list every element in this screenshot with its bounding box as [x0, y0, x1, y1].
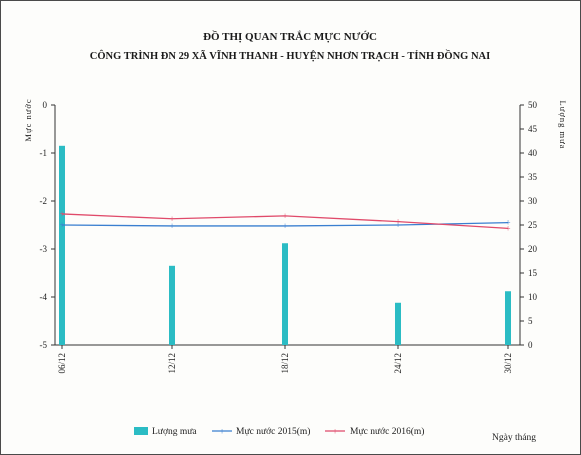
- rainfall-bar: [505, 291, 511, 345]
- x-tick-label: 24/12: [393, 353, 403, 374]
- x-axis-label: Ngày tháng: [492, 433, 536, 443]
- series-point-0: +: [59, 220, 64, 230]
- series-line-1: [61, 213, 509, 230]
- x-tick-label: 12/12: [167, 353, 177, 374]
- rainfall-bar: [59, 145, 65, 345]
- legend-marker-2015: +: [219, 427, 224, 437]
- y-right-tick-label: 45: [528, 124, 538, 134]
- series-point-1: +: [282, 211, 287, 221]
- y-right-axis-label: Lượng mưa: [558, 101, 568, 150]
- y-left-tick-label: -1: [40, 148, 48, 158]
- legend-label-2015: Mực nước 2015(m): [236, 426, 310, 437]
- y-right-tick-label: 0: [528, 340, 533, 350]
- legend-swatch-rainfall: [134, 427, 148, 435]
- y-right-tick-label: 5: [528, 316, 533, 326]
- series-point-1: +: [59, 209, 64, 219]
- rainfall-bar: [395, 302, 401, 345]
- series-point-0: +: [282, 221, 287, 231]
- y-right-tick-label: 25: [528, 220, 538, 230]
- series-point-1: +: [395, 217, 400, 227]
- y-right-tick-label: 15: [528, 268, 538, 278]
- y-left-tick-label: -5: [40, 340, 48, 350]
- legend-label-rainfall: Lượng mưa: [152, 427, 197, 437]
- legend-label-2016: Mực nước 2016(m): [350, 426, 424, 437]
- series-point-1: +: [169, 214, 174, 224]
- y-left-tick-label: 0: [43, 100, 48, 110]
- chart-title: ĐỒ THỊ QUAN TRẮC MỰC NƯỚC: [203, 30, 377, 43]
- rainfall-bar: [169, 265, 175, 345]
- y-right-tick-label: 40: [528, 148, 538, 158]
- y-right-tick-label: 30: [528, 196, 538, 206]
- legend-marker-2016: +: [332, 427, 337, 437]
- x-tick-label: 18/12: [280, 353, 290, 374]
- y-left-tick-label: -3: [40, 244, 48, 254]
- series-point-0: +: [505, 218, 510, 228]
- x-tick-label: 30/12: [503, 353, 513, 374]
- y-right-tick-label: 10: [528, 292, 538, 302]
- series-point-0: +: [169, 221, 174, 231]
- x-tick-label: 06/12: [57, 353, 67, 374]
- series-point-0: +: [395, 220, 400, 230]
- rainfall-bar: [282, 243, 288, 345]
- y-right-tick-label: 20: [528, 244, 538, 254]
- chart-subtitle: CÔNG TRÌNH ĐN 29 XÃ VĨNH THANH - HUYỆN N…: [90, 49, 490, 62]
- y-left-tick-label: -2: [40, 196, 48, 206]
- series-point-1: +: [505, 223, 510, 233]
- y-left-axis-label: Mực nước: [23, 98, 33, 141]
- y-right-tick-label: 50: [528, 100, 538, 110]
- y-right-tick-label: 35: [528, 172, 538, 182]
- legend: Lượng mưa + Mực nước 2015(m) + Mực nước …: [134, 426, 424, 437]
- y-left-tick-label: -4: [40, 292, 48, 302]
